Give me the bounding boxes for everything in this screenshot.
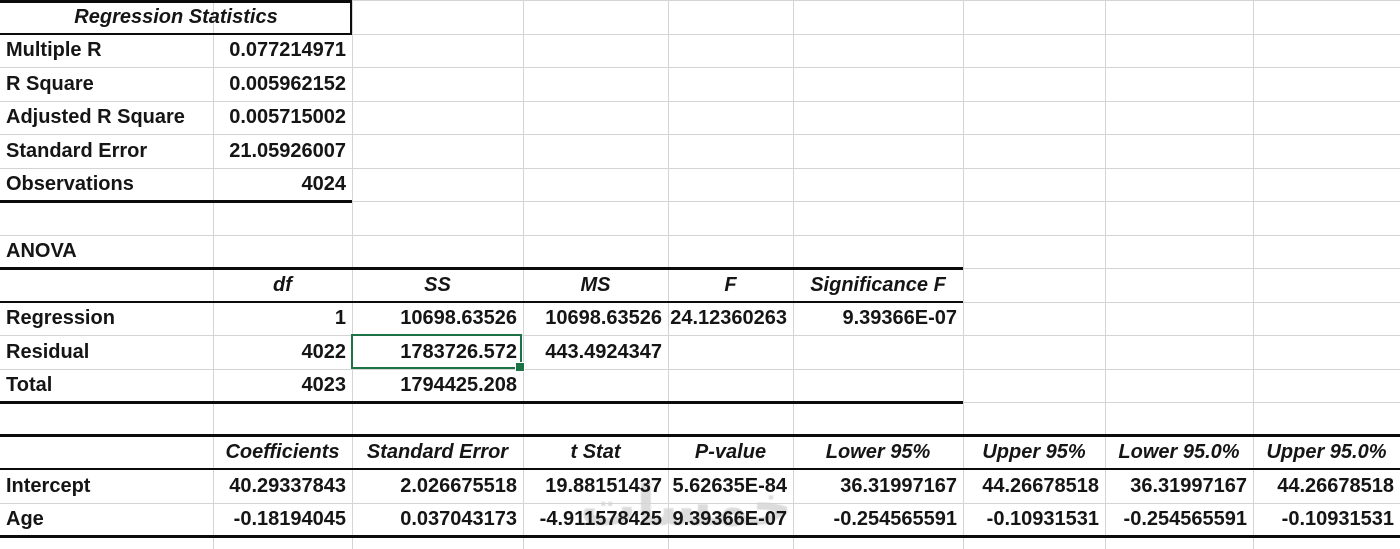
intercept-t-stat[interactable]: 19.88151437	[545, 474, 662, 497]
age-upper-95[interactable]: -0.10931531	[986, 508, 1099, 531]
anova-title[interactable]: ANOVA	[6, 240, 77, 263]
gridline	[0, 167, 1400, 169]
intercept-lower-95[interactable]: 36.31997167	[840, 474, 957, 497]
coef-header-p-value[interactable]: P-value	[694, 441, 767, 464]
gridline	[0, 33, 1400, 35]
table-border	[0, 32, 352, 35]
intercept-upper-95[interactable]: 44.26678518	[982, 474, 1099, 497]
table-border	[0, 300, 963, 303]
age-standard-error[interactable]: 0.037043173	[400, 508, 517, 531]
age-lower-95[interactable]: -0.254565591	[833, 508, 957, 531]
anova-residual-ss-selected-cell[interactable]: 1783726.572	[400, 340, 517, 363]
coef-header-standard-error[interactable]: Standard Error	[366, 441, 509, 464]
gridline	[0, 0, 1400, 1]
gridline	[0, 234, 1400, 236]
anova-residual-ms[interactable]: 443.4924347	[545, 340, 662, 363]
anova-regression-f[interactable]: 24.12360263	[670, 307, 787, 330]
gridline	[0, 368, 1400, 370]
gridline	[0, 67, 1400, 68]
gridline	[963, 0, 964, 549]
table-border	[0, 199, 352, 203]
anova-regression-label[interactable]: Regression	[6, 307, 115, 330]
coef-header-t-stat[interactable]: t Stat	[570, 441, 621, 464]
anova-header-f[interactable]: F	[724, 273, 737, 296]
anova-total-label[interactable]: Total	[6, 374, 53, 397]
gridline	[0, 134, 1400, 135]
gridline	[0, 100, 1400, 102]
anova-header-sig-f[interactable]: Significance F	[810, 273, 946, 296]
anova-total-ss[interactable]: 1794425.208	[400, 374, 517, 397]
intercept-coefficient[interactable]: 40.29337843	[229, 474, 346, 497]
gridline	[793, 0, 794, 549]
gridline	[0, 201, 1400, 202]
gridline	[352, 0, 353, 549]
multiple-r-value[interactable]: 0.077214971	[229, 39, 346, 62]
intercept-lower-95-0[interactable]: 36.31997167	[1130, 474, 1247, 497]
anova-residual-df[interactable]: 4022	[301, 340, 347, 363]
coef-header-upper-95-0[interactable]: Upper 95.0%	[1266, 441, 1387, 464]
standard-error-value[interactable]: 21.05926007	[229, 139, 346, 162]
gridline	[1105, 0, 1106, 549]
coef-header-lower-95[interactable]: Lower 95%	[825, 441, 931, 464]
table-border	[350, 0, 352, 35]
table-border	[0, 468, 1400, 470]
table-border	[0, 400, 963, 404]
fill-handle[interactable]	[515, 362, 525, 372]
age-upper-95-0[interactable]: -0.10931531	[1281, 508, 1394, 531]
anova-header-df[interactable]: df	[273, 273, 292, 296]
gridline	[1253, 0, 1254, 549]
intercept-p-value[interactable]: 5.62635E-84	[672, 474, 787, 497]
multiple-r-label[interactable]: Multiple R	[6, 39, 102, 62]
gridline	[0, 502, 1400, 504]
coef-header-coefficients[interactable]: Coefficients	[225, 441, 340, 464]
table-border	[0, 266, 963, 270]
anova-total-df[interactable]: 4023	[301, 374, 347, 397]
anova-regression-ss[interactable]: 10698.63526	[400, 307, 517, 330]
regression-statistics-title[interactable]: Regression Statistics	[74, 5, 278, 28]
selected-cell-outline[interactable]	[351, 334, 525, 372]
intercept-label[interactable]: Intercept	[6, 474, 91, 497]
age-t-stat[interactable]: -4.911578425	[539, 508, 662, 531]
age-lower-95-0[interactable]: -0.254565591	[1123, 508, 1247, 531]
r-square-value[interactable]: 0.005962152	[229, 72, 346, 95]
anova-regression-sig-f[interactable]: 9.39366E-07	[842, 307, 957, 330]
adjusted-r-square-value[interactable]: 0.005715002	[229, 106, 346, 129]
anova-header-ms[interactable]: MS	[580, 273, 611, 296]
age-label[interactable]: Age	[6, 508, 44, 531]
coef-header-lower-95-0[interactable]: Lower 95.0%	[1118, 441, 1240, 464]
age-coefficient[interactable]: -0.18194045	[233, 508, 346, 531]
gridline	[668, 0, 669, 549]
table-border	[0, 434, 1400, 437]
observations-value[interactable]: 4024	[301, 173, 347, 196]
table-border	[0, 535, 1400, 538]
intercept-upper-95-0[interactable]: 44.26678518	[1277, 474, 1394, 497]
anova-residual-label[interactable]: Residual	[6, 340, 90, 363]
age-p-value[interactable]: 9.39366E-07	[672, 508, 787, 531]
r-square-label[interactable]: R Square	[6, 72, 94, 95]
khamsat-watermark: خمسات	[580, 474, 793, 539]
anova-header-ss[interactable]: SS	[424, 273, 451, 296]
coef-header-upper-95[interactable]: Upper 95%	[982, 441, 1086, 464]
adjusted-r-square-label[interactable]: Adjusted R Square	[6, 106, 185, 129]
standard-error-label[interactable]: Standard Error	[6, 139, 148, 162]
gridline	[523, 0, 524, 549]
anova-regression-df[interactable]: 1	[334, 307, 346, 330]
gridline	[0, 335, 1400, 336]
table-border	[0, 0, 352, 3]
anova-regression-ms[interactable]: 10698.63526	[545, 307, 662, 330]
gridline	[213, 0, 214, 549]
observations-label[interactable]: Observations	[6, 173, 134, 196]
intercept-standard-error[interactable]: 2.026675518	[400, 474, 517, 497]
